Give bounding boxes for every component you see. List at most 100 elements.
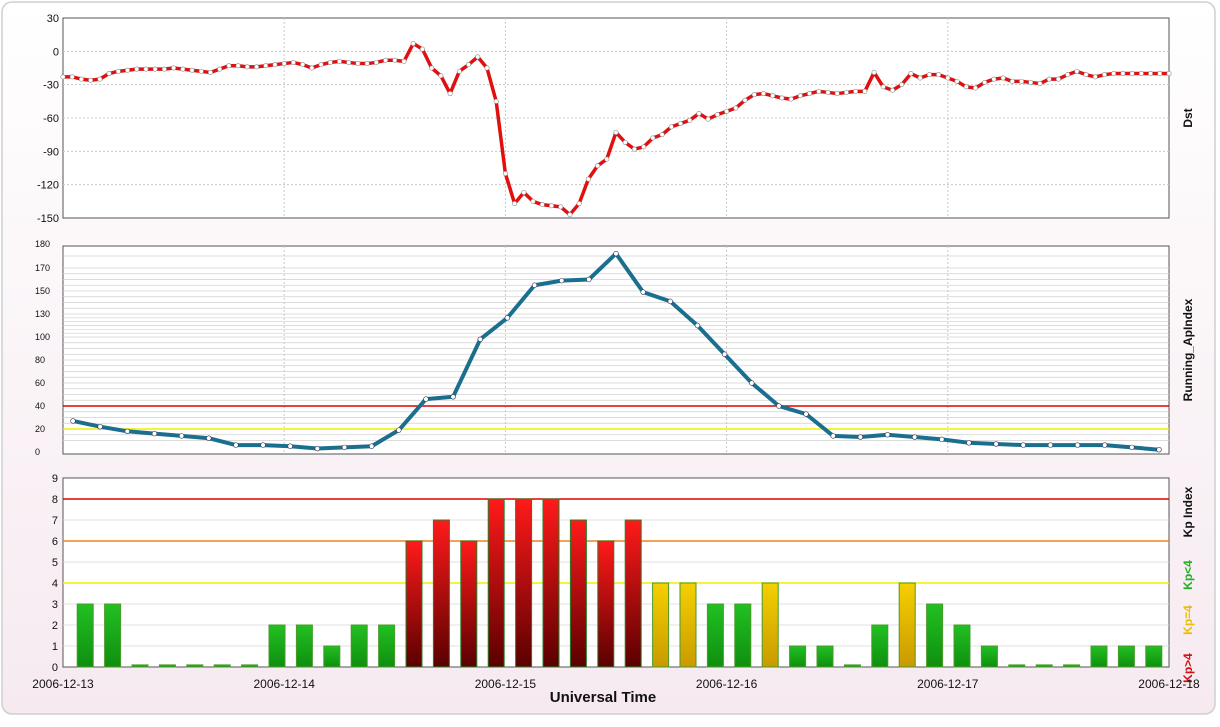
ap-data-point bbox=[341, 444, 348, 451]
kp-bar bbox=[597, 540, 615, 668]
ap-data-point bbox=[287, 443, 293, 449]
dst-data-point bbox=[1037, 81, 1043, 87]
ap-data-point bbox=[721, 351, 728, 357]
y-tick-label: -120 bbox=[37, 180, 59, 192]
kp-bar bbox=[241, 664, 259, 668]
ap-data-point bbox=[178, 433, 185, 439]
dst-data-point bbox=[1055, 76, 1061, 82]
dst-data-point bbox=[687, 117, 693, 123]
dst-data-point bbox=[106, 71, 112, 77]
dst-data-point bbox=[125, 67, 131, 73]
dst-data-point bbox=[816, 88, 822, 94]
y-tick-label: 0 bbox=[53, 46, 59, 58]
ap-data-point bbox=[830, 433, 836, 439]
ap-data-point bbox=[206, 435, 212, 441]
ap-data-point bbox=[1074, 442, 1081, 448]
ap-axis-title: Running_ApIndex bbox=[1181, 298, 1195, 401]
kp-bar bbox=[542, 498, 560, 668]
ap-data-point bbox=[368, 443, 375, 449]
dst-data-point bbox=[705, 116, 711, 122]
dst-data-point bbox=[244, 64, 250, 70]
dst-data-point bbox=[963, 84, 969, 90]
ap-data-point bbox=[911, 434, 918, 440]
y-tick-label: -90 bbox=[43, 146, 59, 158]
dst-data-point bbox=[595, 163, 601, 169]
dst-data-point bbox=[714, 112, 720, 118]
dst-data-point bbox=[1129, 71, 1135, 77]
y-tick-label: 100 bbox=[35, 332, 50, 342]
dst-data-point bbox=[97, 76, 103, 82]
dst-data-point bbox=[530, 198, 536, 204]
kp-bar bbox=[1090, 645, 1108, 668]
dst-data-point bbox=[788, 96, 794, 102]
dst-data-point bbox=[1111, 71, 1117, 77]
dst-data-point bbox=[567, 212, 573, 218]
x-axis-title: Universal Time bbox=[550, 689, 656, 706]
dst-data-point bbox=[60, 74, 66, 80]
dst-data-point bbox=[290, 59, 296, 65]
dst-data-point bbox=[733, 105, 739, 111]
dst-data-point bbox=[456, 68, 462, 74]
ap-data-point bbox=[314, 445, 321, 452]
ap-data-point bbox=[558, 277, 565, 284]
dst-panel: 30 0 -30 -60 -90 -120 -150 Dst bbox=[37, 13, 1195, 225]
ap-data-point bbox=[1129, 444, 1135, 451]
kp-bar bbox=[295, 624, 313, 668]
dst-data-point bbox=[1065, 72, 1071, 78]
dst-data-point bbox=[982, 79, 988, 85]
kp-bar bbox=[734, 603, 752, 668]
kp-bar bbox=[350, 624, 368, 668]
dst-data-point bbox=[88, 77, 94, 83]
dst-data-point bbox=[945, 75, 951, 81]
dst-data-point bbox=[991, 76, 997, 82]
dst-data-point bbox=[484, 65, 490, 71]
ap-data-point bbox=[151, 430, 158, 437]
dst-data-point bbox=[1148, 71, 1154, 77]
x-tick-label: 2006-12-14 bbox=[254, 677, 316, 691]
x-tick-label: 2006-12-18 bbox=[1138, 677, 1200, 691]
dst-data-point bbox=[410, 41, 416, 47]
dst-data-point bbox=[724, 108, 730, 114]
dst-data-point bbox=[383, 57, 389, 63]
dst-data-point bbox=[263, 63, 269, 69]
dst-data-point bbox=[152, 66, 158, 72]
dst-data-point bbox=[78, 76, 84, 82]
y-tick-label: 6 bbox=[52, 536, 58, 548]
ap-data-point bbox=[939, 436, 945, 443]
ap-data-point bbox=[450, 394, 456, 400]
dst-data-point bbox=[429, 65, 435, 71]
kp-bar bbox=[569, 519, 587, 668]
dst-data-point bbox=[825, 89, 831, 95]
y-tick-label: 7 bbox=[52, 515, 58, 527]
dst-data-point bbox=[189, 67, 195, 73]
dst-data-point bbox=[502, 171, 508, 177]
y-tick-label: 8 bbox=[52, 494, 58, 506]
y-tick-label: 2 bbox=[52, 620, 58, 632]
ap-data-point bbox=[749, 380, 755, 386]
dst-data-point bbox=[604, 156, 610, 162]
dst-data-point bbox=[309, 65, 315, 71]
dst-data-point bbox=[373, 59, 379, 65]
kp-bar bbox=[926, 603, 944, 668]
kp-bar bbox=[679, 582, 697, 668]
dst-data-point bbox=[336, 58, 342, 64]
dst-data-point bbox=[346, 59, 352, 65]
dst-data-point bbox=[226, 63, 232, 69]
y-tick-label: 3 bbox=[52, 599, 58, 611]
kp-bar bbox=[76, 603, 94, 668]
ap-data-point bbox=[613, 250, 619, 257]
kp-bar bbox=[104, 603, 122, 668]
dst-data-point bbox=[862, 88, 868, 94]
kp-bar bbox=[706, 603, 724, 668]
ap-plot-area bbox=[62, 245, 1170, 455]
kp-bar bbox=[843, 664, 861, 668]
dst-data-point bbox=[613, 129, 619, 135]
ap-data-point bbox=[260, 442, 266, 448]
ap-data-point bbox=[1101, 442, 1108, 448]
kp-bar bbox=[652, 582, 670, 668]
dst-data-point bbox=[631, 146, 637, 152]
dst-data-point bbox=[1009, 78, 1015, 84]
y-tick-label: 80 bbox=[35, 355, 45, 365]
ap-data-point bbox=[1156, 447, 1162, 453]
y-tick-label: 150 bbox=[35, 286, 50, 296]
